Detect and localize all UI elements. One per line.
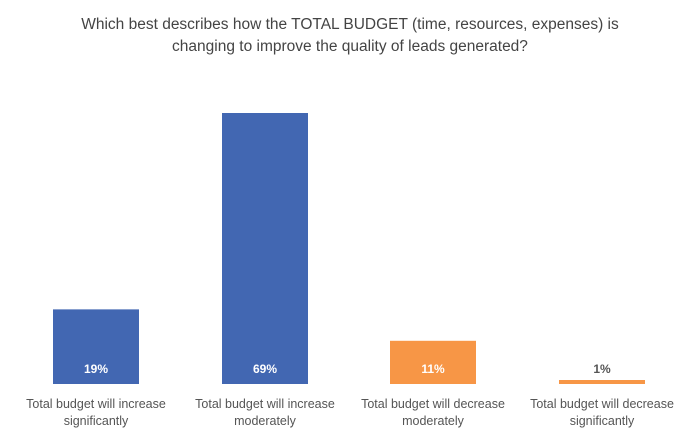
bar	[222, 113, 308, 384]
data-label: 19%	[84, 362, 108, 376]
category-label-line: Total budget will decrease	[530, 397, 674, 411]
bar	[53, 309, 139, 384]
bar	[559, 380, 645, 384]
data-label: 11%	[421, 362, 445, 376]
category-label: Total budget will increase significantly	[12, 396, 180, 430]
category-label-line: significantly	[63, 414, 129, 428]
category-label-line: significantly	[569, 414, 635, 428]
category-label-line: Total budget will decrease	[361, 397, 505, 411]
category-label-line: Total budget will increase	[26, 397, 166, 411]
data-label: 69%	[253, 362, 277, 376]
category-label-line: moderately	[402, 414, 464, 428]
bar	[390, 340, 476, 384]
chart-title: Which best describes how the TOTAL BUDGE…	[81, 16, 619, 55]
category-label: Total budget will decrease moderately	[349, 396, 517, 430]
data-label: 1%	[593, 362, 611, 376]
category-label: Total budget will increase moderately	[181, 396, 349, 430]
category-label: Total budget will decrease significantly	[518, 396, 686, 430]
category-label-line: Total budget will increase	[195, 397, 335, 411]
category-label-line: moderately	[234, 414, 296, 428]
